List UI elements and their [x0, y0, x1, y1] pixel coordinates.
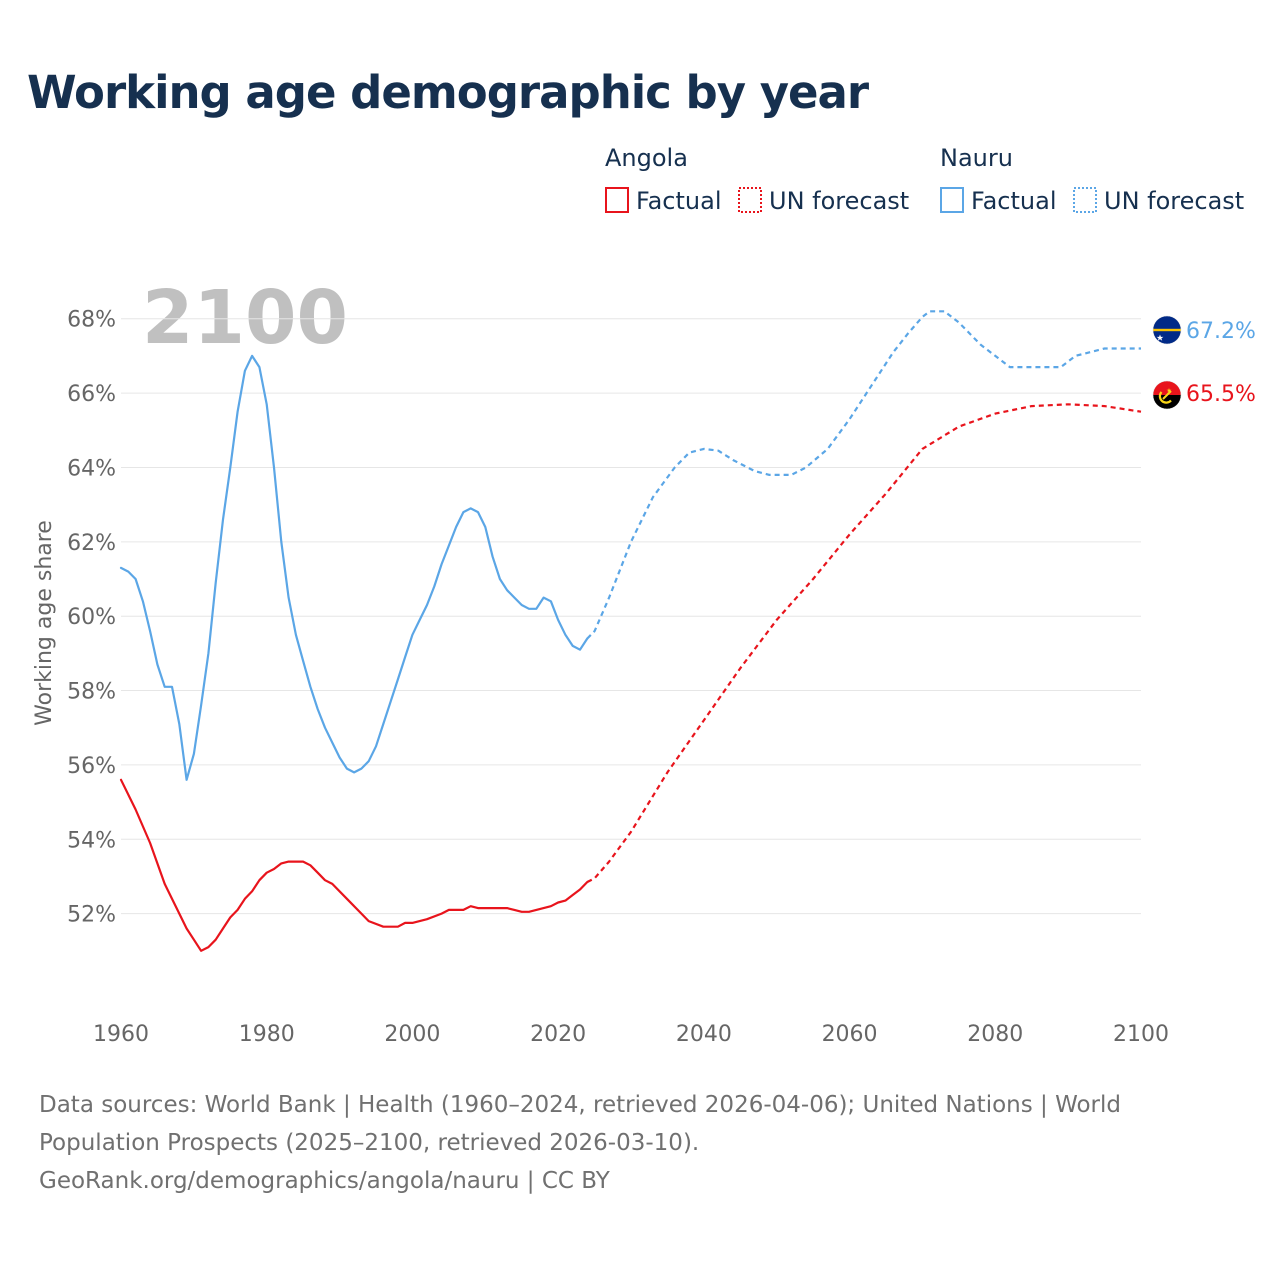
x-tick-label: 2020 [530, 1022, 586, 1047]
legend-swatch-angola-factual [605, 187, 629, 213]
legend: Angola Factual UN forecast Nauru Factual… [605, 144, 1244, 215]
legend-label-angola-forecast: UN forecast [769, 187, 909, 215]
y-tick-label: 64% [67, 456, 116, 481]
angola-end-label: 65.5% [1186, 382, 1256, 407]
gridlines [121, 318, 1141, 915]
y-axis-title: Working age share [32, 520, 57, 726]
series-line-nauru-forecast [586, 310, 1141, 640]
chart-title: Working age demographic by year [27, 66, 869, 119]
x-tick-label: 1980 [239, 1022, 295, 1047]
year-watermark: 2100 [142, 275, 348, 361]
y-tick-label: 62% [67, 531, 116, 556]
y-tick-label: 58% [67, 680, 116, 705]
y-tick-label: 52% [67, 903, 116, 928]
footer-source-line-2: Population Prospects (2025–2100, retriev… [39, 1130, 700, 1156]
x-tick-label: 2100 [1113, 1022, 1169, 1047]
footer-source-line-1: Data sources: World Bank | Health (1960–… [39, 1092, 1121, 1118]
legend-group-title-angola: Angola [605, 144, 688, 172]
series-line-angola-factual [119, 778, 589, 952]
legend-label-angola-factual: Factual [636, 187, 722, 215]
series-line-nauru-factual [119, 354, 589, 781]
footer: Data sources: World Bank | Health (1960–… [39, 1086, 1239, 1200]
y-tick-label: 68% [67, 308, 116, 333]
legend-group-title-nauru: Nauru [940, 144, 1013, 172]
x-tick-label: 1960 [93, 1022, 149, 1047]
legend-swatch-nauru-factual [940, 187, 964, 213]
legend-label-nauru-forecast: UN forecast [1104, 187, 1244, 215]
y-axis-ticks: 52% 54% 56% 58% 60% 62% 64% 66% 68% [67, 308, 116, 928]
series-layer [119, 310, 1142, 952]
y-tick-label: 56% [67, 754, 116, 779]
x-tick-label: 2040 [676, 1022, 732, 1047]
x-axis-ticks: 1960 1980 2000 2020 2040 2060 2080 2100 [93, 1022, 1169, 1047]
footer-attribution[interactable]: GeoRank.org/demographics/angola/nauru | … [39, 1168, 610, 1194]
y-tick-label: 60% [67, 605, 116, 630]
legend-swatch-angola-forecast [738, 187, 762, 213]
x-tick-label: 2060 [822, 1022, 878, 1047]
y-tick-label: 66% [67, 382, 116, 407]
nauru-end-label: 67.2% [1186, 319, 1256, 344]
x-tick-label: 2080 [967, 1022, 1023, 1047]
angola-flag-icon [1153, 381, 1181, 409]
nauru-flag-icon [1153, 316, 1181, 344]
series-line-angola-forecast [586, 403, 1142, 883]
legend-swatch-nauru-forecast [1073, 187, 1097, 213]
x-tick-label: 2000 [384, 1022, 440, 1047]
legend-label-nauru-factual: Factual [971, 187, 1057, 215]
y-tick-label: 54% [67, 828, 116, 853]
